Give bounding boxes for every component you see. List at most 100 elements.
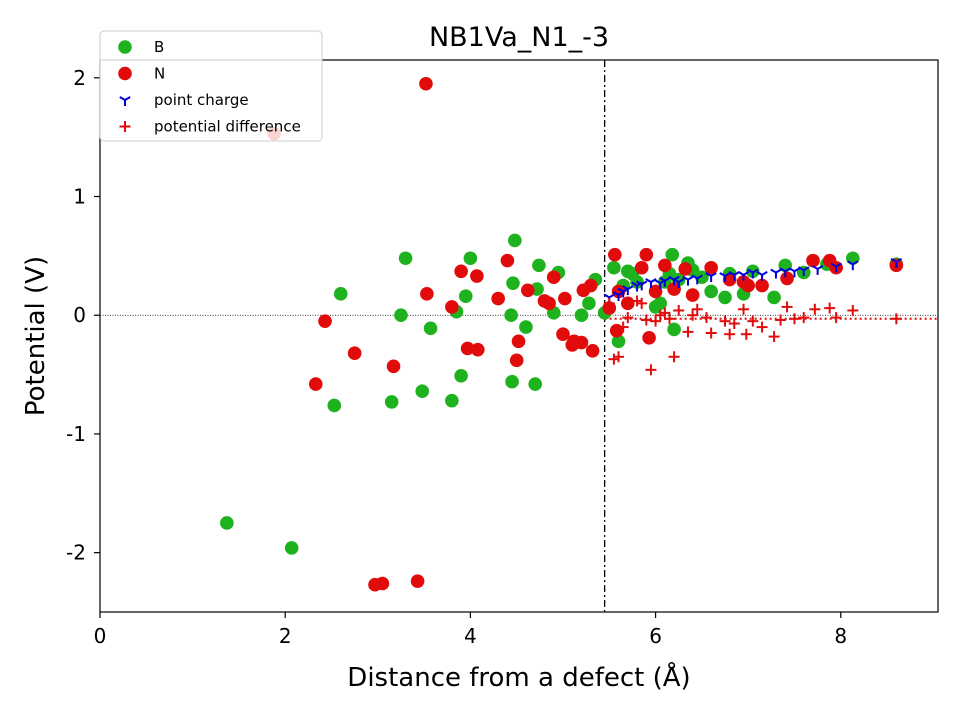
difference-marker (687, 309, 699, 321)
difference-marker (673, 304, 685, 316)
tri-right-arm (803, 266, 810, 271)
legend-marker (119, 121, 131, 132)
point-charge-marker (682, 275, 694, 286)
y-axis-label: Potential (V) (21, 256, 51, 416)
data-point (653, 296, 668, 311)
difference-marker (640, 314, 652, 326)
data-point (508, 233, 522, 248)
data-point (658, 258, 672, 273)
data-point (386, 359, 401, 374)
tri-left-arm (682, 275, 689, 281)
difference-marker (824, 302, 836, 314)
point-charge-marker (645, 278, 657, 288)
data-point (532, 258, 546, 273)
point-charge-marker (673, 278, 685, 288)
tri-right-arm (608, 293, 615, 299)
tri-left-arm (635, 280, 643, 286)
legend-label: potential difference (154, 118, 301, 136)
data-point (220, 516, 234, 530)
data-point (420, 287, 434, 301)
tri-right-arm (852, 260, 859, 266)
point-charge-marker (890, 257, 903, 268)
difference-marker (603, 297, 615, 309)
difference-marker (663, 313, 675, 325)
data-point (458, 289, 473, 304)
data-point (582, 296, 596, 311)
tri-left-arm (622, 285, 629, 290)
y-tick-label: 0 (73, 303, 86, 327)
data-point (470, 269, 484, 283)
x-tick-label: 6 (649, 624, 662, 648)
data-point (470, 342, 485, 357)
x-axis: 0 2 4 6 8 (94, 612, 847, 648)
series-potential-difference (603, 295, 902, 376)
data-point (621, 296, 635, 311)
data-point (542, 296, 556, 311)
tri-left-arm (668, 275, 675, 281)
difference-marker (719, 315, 731, 327)
data-point (556, 327, 570, 342)
difference-marker (738, 303, 750, 315)
point-charge-marker (830, 262, 842, 273)
point-charge-marker (705, 272, 717, 283)
point-charge-marker (747, 268, 759, 279)
legend-marker (118, 40, 132, 54)
data-point (846, 251, 860, 266)
chart-title: NB1Va_N1_-3 (429, 22, 609, 53)
difference-marker (724, 328, 736, 340)
difference-marker (756, 321, 768, 333)
data-point (445, 300, 459, 314)
tri-right-arm (696, 274, 703, 280)
y-tick-label: -1 (66, 422, 86, 446)
tri-right-arm (678, 278, 685, 283)
data-point (583, 278, 598, 293)
tri-right-arm (641, 280, 648, 286)
difference-marker (788, 313, 800, 325)
legend-label: B (154, 38, 164, 56)
tri-left-arm (612, 291, 620, 296)
point-charge-marker (659, 276, 671, 287)
data-point (558, 291, 572, 306)
tri-right-arm (752, 268, 759, 274)
data-point (574, 308, 589, 323)
data-point (685, 288, 700, 302)
data-point (780, 271, 794, 286)
difference-marker (659, 307, 671, 319)
tri-right-arm (895, 257, 903, 263)
data-point (718, 290, 732, 305)
data-point (500, 253, 515, 268)
difference-marker (617, 321, 629, 333)
point-charge-marker (756, 270, 768, 281)
data-point (491, 291, 505, 306)
difference-marker (636, 297, 648, 309)
point-charge-marker (770, 268, 782, 279)
data-point (667, 322, 681, 337)
plot-area (100, 60, 938, 612)
data-point (767, 290, 781, 305)
tri-left-arm (779, 267, 786, 273)
difference-marker (691, 303, 703, 315)
difference-marker (613, 351, 625, 363)
tri-right-arm (710, 272, 717, 277)
tri-right-arm (124, 96, 131, 101)
tri-left-arm (645, 278, 652, 283)
tri-left-arm (847, 260, 854, 266)
difference-marker (650, 315, 662, 327)
legend-marker (118, 66, 132, 81)
y-tick-label: 2 (73, 66, 86, 90)
difference-marker (705, 327, 717, 339)
tri-right-arm (627, 285, 634, 290)
data-point (607, 260, 621, 275)
tri-right-arm (817, 265, 824, 270)
data-point (415, 384, 430, 399)
data-point (333, 287, 348, 301)
difference-marker (809, 303, 821, 315)
data-point (634, 260, 649, 275)
data-point (678, 262, 693, 276)
data-point (639, 247, 654, 262)
data-point (419, 76, 433, 91)
point-charge-marker (798, 266, 810, 277)
tri-left-arm (654, 279, 661, 285)
tri-left-arm (691, 274, 698, 280)
legend-box (99, 30, 323, 142)
